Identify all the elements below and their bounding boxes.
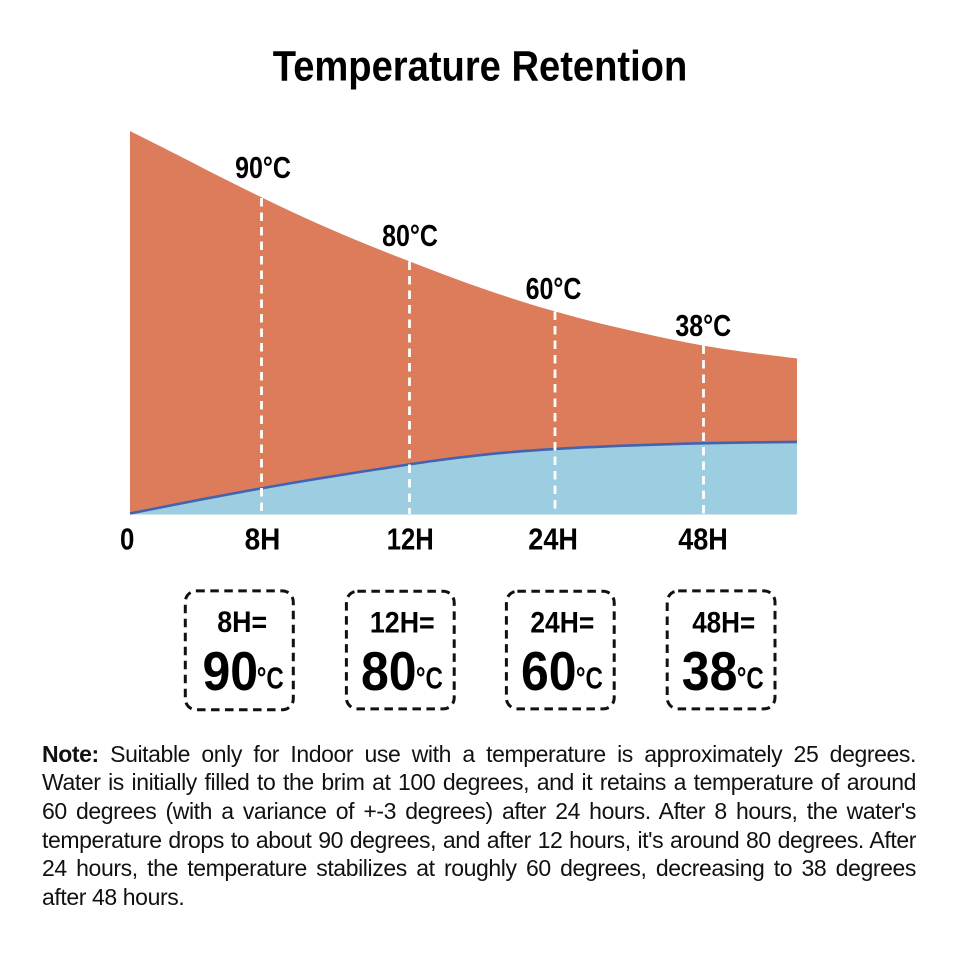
- svg-text:8H: 8H: [245, 522, 281, 557]
- svg-text:12H=: 12H=: [370, 606, 435, 640]
- svg-text:80: 80: [361, 641, 417, 703]
- svg-text:°C: °C: [576, 661, 603, 696]
- svg-text:60°C: 60°C: [526, 271, 582, 305]
- svg-text:90°C: 90°C: [235, 150, 291, 184]
- svg-text:60: 60: [521, 641, 577, 703]
- svg-text:90: 90: [203, 641, 259, 703]
- svg-text:38°C: 38°C: [675, 308, 731, 342]
- svg-text:48H=: 48H=: [692, 606, 755, 639]
- svg-text:°C: °C: [416, 661, 443, 696]
- svg-text:8H=: 8H=: [217, 605, 267, 639]
- svg-text:0: 0: [120, 522, 134, 557]
- svg-text:12H: 12H: [387, 522, 434, 557]
- svg-text:48H: 48H: [678, 523, 728, 557]
- svg-text:°C: °C: [737, 661, 764, 696]
- svg-text:24H: 24H: [528, 523, 578, 557]
- svg-text:24H=: 24H=: [530, 605, 594, 639]
- svg-text:Temperature Retention: Temperature Retention: [273, 41, 687, 90]
- svg-text:°C: °C: [257, 661, 284, 696]
- svg-text:38: 38: [682, 641, 738, 703]
- svg-text:80°C: 80°C: [382, 218, 438, 252]
